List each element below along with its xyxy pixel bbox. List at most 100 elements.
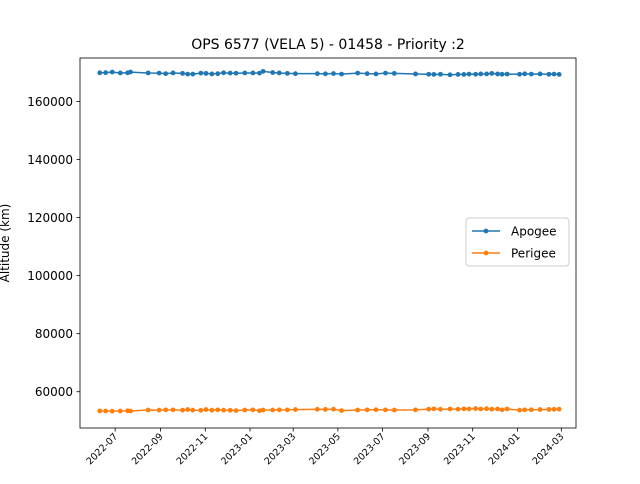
- apogee-point: [242, 70, 248, 76]
- perigee-point: [466, 406, 472, 412]
- perigee-point: [546, 407, 552, 412]
- plot-area-frame: [79, 57, 577, 429]
- apogee-point: [438, 71, 443, 77]
- perigee-point: [383, 407, 388, 413]
- apogee-point: [364, 71, 370, 77]
- apogee-point: [473, 71, 479, 77]
- y-axis-label: Altitude (km): [0, 204, 12, 283]
- x-tick-label: 2022-11: [175, 431, 211, 467]
- x-tick-label: 2023-01: [219, 431, 255, 467]
- x-tick-label: 2022-09: [130, 431, 166, 467]
- perigee-point: [331, 406, 336, 412]
- perigee-point: [260, 407, 266, 413]
- perigee-point: [156, 407, 162, 413]
- apogee-point: [180, 70, 185, 76]
- apogee-point: [495, 71, 501, 77]
- apogee-point: [339, 71, 344, 77]
- perigee-point: [190, 407, 196, 413]
- perigee-point: [270, 407, 276, 413]
- perigee-point: [227, 407, 233, 413]
- legend-apogee-marker: [483, 228, 489, 234]
- apogee-point: [215, 71, 221, 77]
- perigee-point: [339, 408, 344, 413]
- apogee-point: [163, 71, 169, 77]
- perigee-point: [373, 407, 379, 413]
- perigee-point: [447, 406, 453, 412]
- perigee-point: [314, 406, 320, 412]
- perigee-point: [103, 408, 109, 414]
- perigee-point: [413, 407, 418, 413]
- perigee-point: [391, 407, 397, 413]
- perigee-point: [170, 407, 176, 413]
- y-tick-label: 100000: [27, 269, 73, 283]
- perigee-point: [528, 407, 534, 413]
- apogee-point: [276, 70, 282, 76]
- apogee-point: [227, 70, 233, 76]
- apogee-point: [257, 70, 262, 76]
- apogee-point: [156, 70, 162, 76]
- perigee-point: [478, 406, 484, 412]
- chart-marks: [97, 68, 562, 414]
- apogee-point: [447, 72, 453, 78]
- x-axis: 2022-07 2022-09 2022-11 2023-01 2023-03 2023-…: [84, 428, 566, 467]
- y-tick-label: 60000: [35, 385, 73, 399]
- apogee-point: [431, 72, 437, 77]
- apogee-point: [373, 71, 379, 77]
- apogee-point: [103, 70, 109, 76]
- apogee-point: [504, 71, 510, 77]
- perigee-point: [250, 407, 256, 413]
- apogee-point: [170, 70, 176, 76]
- apogee-point: [314, 71, 320, 77]
- perigee-point: [117, 408, 123, 414]
- apogee-point: [323, 71, 328, 77]
- apogee-point: [109, 69, 115, 75]
- apogee-point: [260, 68, 266, 74]
- x-tick-label: 2023-05: [307, 431, 343, 467]
- perigee-point: [293, 407, 298, 412]
- perigee-point: [209, 407, 215, 413]
- perigee-point: [257, 408, 262, 414]
- chart-title: OPS 6577 (VELA 5) - 01458 - Priority :2: [191, 37, 465, 53]
- perigee-point: [180, 407, 185, 413]
- perigee-point: [284, 407, 290, 413]
- apogee-point: [128, 69, 133, 75]
- x-tick-label: 2023-07: [352, 431, 388, 467]
- x-tick-label: 2023-03: [262, 431, 298, 467]
- apogee-point: [284, 70, 290, 76]
- apogee-point: [455, 72, 461, 77]
- perigee-point: [185, 407, 191, 412]
- x-tick-label: 2024-03: [531, 431, 567, 467]
- apogee-point: [413, 71, 418, 77]
- perigee-point: [489, 406, 495, 412]
- perigee-point: [522, 407, 528, 413]
- legend-perigee-marker: [483, 250, 489, 256]
- apogee-point: [185, 71, 191, 77]
- apogee-point: [517, 71, 522, 77]
- apogee-point: [145, 70, 151, 76]
- perigee-point: [517, 407, 522, 413]
- apogee-point: [461, 72, 467, 77]
- perigee-point: [438, 406, 443, 412]
- apogee-point: [198, 70, 204, 76]
- perigee-point: [221, 407, 227, 413]
- apogee-point: [209, 71, 215, 77]
- apogee-point: [484, 71, 490, 77]
- perigee-point: [473, 406, 479, 411]
- apogee-point: [391, 70, 397, 76]
- perigee-point: [128, 408, 133, 414]
- perigee-point: [276, 407, 282, 413]
- perigee-point: [242, 407, 248, 413]
- perigee-point: [455, 406, 461, 412]
- apogee-point: [466, 71, 472, 77]
- apogee-point: [489, 70, 495, 76]
- perigee-point: [364, 407, 370, 413]
- apogee-point: [522, 71, 528, 77]
- perigee-point: [537, 407, 543, 412]
- legend-apogee-label: Apogee: [511, 225, 557, 239]
- perigee-point: [215, 407, 221, 413]
- apogee-point: [270, 70, 276, 75]
- x-tick-label: 2024-01: [487, 431, 523, 467]
- perigee-point: [163, 407, 169, 413]
- perigee-point: [484, 406, 490, 412]
